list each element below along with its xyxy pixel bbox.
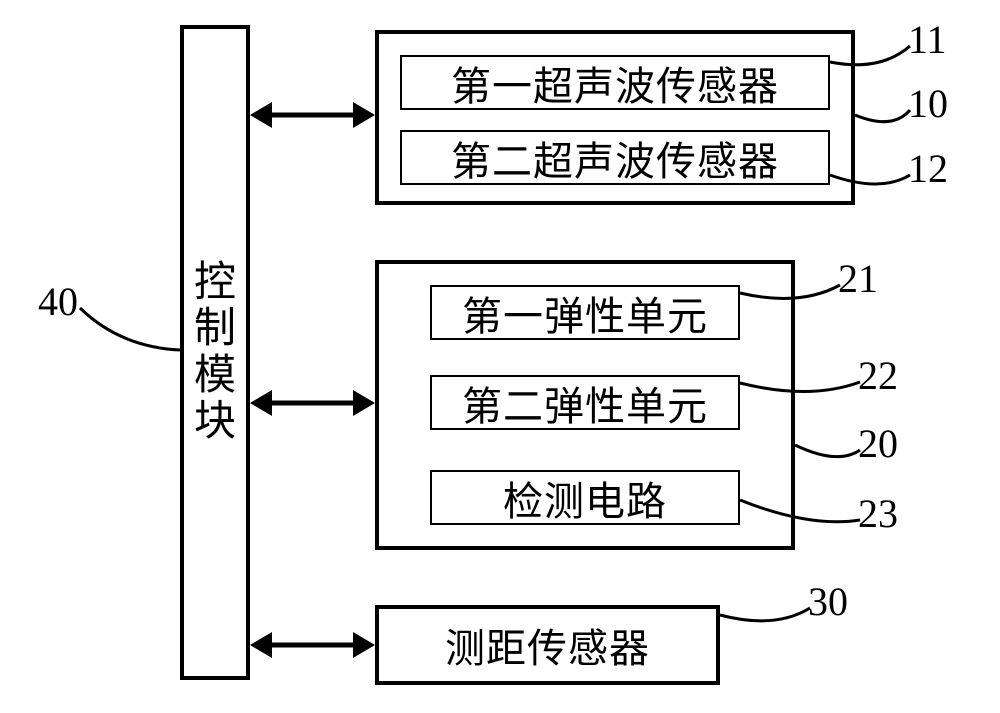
elastic-group-item-label-2: 检测电路 bbox=[503, 469, 667, 527]
callout-label-11: 11 bbox=[908, 16, 947, 63]
control-module-label: 控制模块 bbox=[194, 260, 236, 445]
ultrasonic-group-item-label-1: 第二超声波传感器 bbox=[451, 129, 779, 187]
elastic-group-item-1: 第二弹性单元 bbox=[430, 375, 740, 430]
callout-label-40: 40 bbox=[38, 278, 78, 325]
callout-label-30: 30 bbox=[808, 578, 848, 625]
ultrasonic-group-item-0: 第一超声波传感器 bbox=[400, 55, 830, 110]
elastic-group-item-label-0: 第一弹性单元 bbox=[462, 284, 708, 342]
ultrasonic-group-item-label-0: 第一超声波传感器 bbox=[451, 54, 779, 112]
callout-label-23: 23 bbox=[858, 490, 898, 537]
callout-label-22: 22 bbox=[858, 352, 898, 399]
elastic-group-item-0: 第一弹性单元 bbox=[430, 285, 740, 340]
callout-label-12: 12 bbox=[908, 145, 948, 192]
elastic-group-item-label-1: 第二弹性单元 bbox=[462, 374, 708, 432]
callout-label-21: 21 bbox=[838, 255, 878, 302]
distance-sensor-box: 测距传感器 bbox=[375, 605, 720, 685]
callout-label-20: 20 bbox=[858, 420, 898, 467]
elastic-group-item-2: 检测电路 bbox=[430, 470, 740, 525]
control-module-box: 控制模块 bbox=[180, 25, 250, 680]
ultrasonic-group-item-1: 第二超声波传感器 bbox=[400, 130, 830, 185]
distance-sensor-label: 测距传感器 bbox=[445, 616, 650, 674]
diagram-canvas: 控制模块 第一超声波传感器第二超声波传感器第一弹性单元第二弹性单元检测电路测距传感… bbox=[0, 0, 1000, 713]
callout-label-10: 10 bbox=[908, 80, 948, 127]
